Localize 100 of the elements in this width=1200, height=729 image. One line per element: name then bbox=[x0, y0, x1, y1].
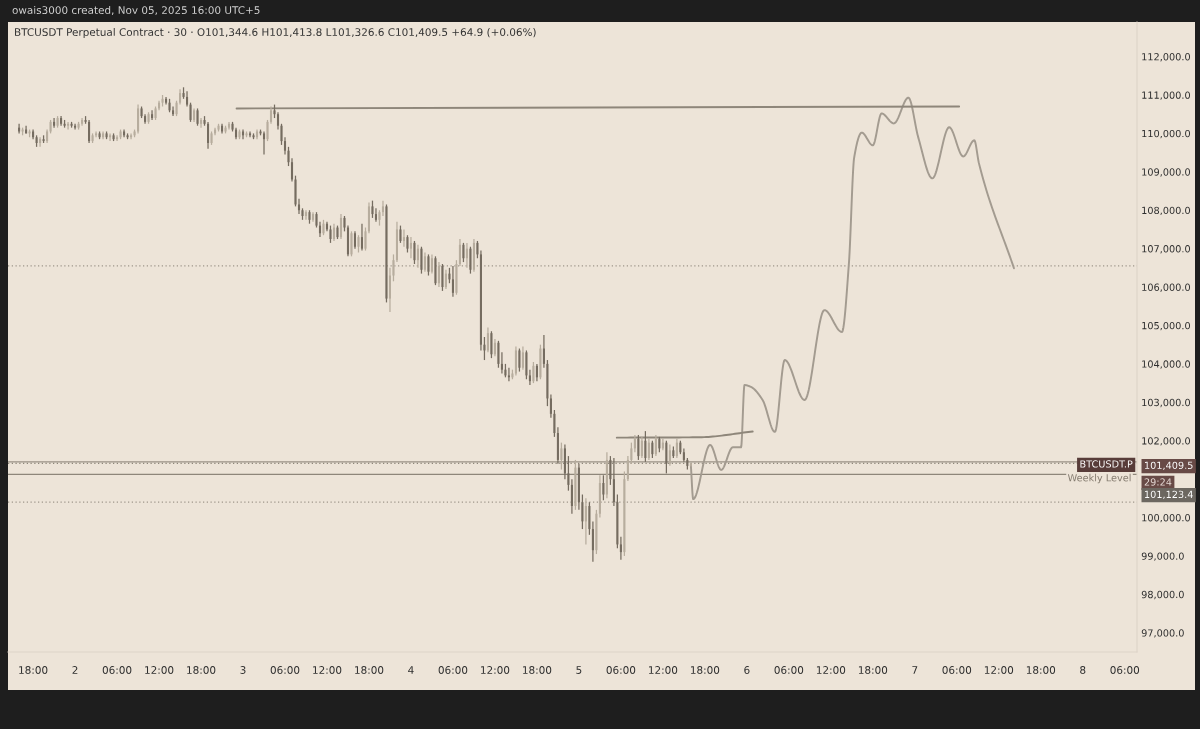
y-tick-label: 109,000.0 bbox=[1142, 168, 1190, 177]
candlestick bbox=[654, 434, 657, 457]
y-tick-label: 110,000.0 bbox=[1142, 129, 1190, 139]
candlestick bbox=[619, 536, 622, 561]
candlestick bbox=[560, 442, 563, 471]
candlestick bbox=[385, 203, 388, 304]
y-tick-label: 99,000.0 bbox=[1141, 552, 1184, 561]
candlestick bbox=[161, 94, 164, 108]
text: 101,123.4 bbox=[1145, 490, 1193, 500]
candlestick bbox=[329, 224, 332, 244]
candlestick bbox=[574, 459, 577, 511]
candlestick bbox=[518, 347, 521, 373]
candlestick bbox=[112, 132, 115, 142]
candlestick bbox=[130, 132, 133, 140]
candlestick bbox=[304, 209, 308, 221]
candlestick bbox=[95, 130, 98, 138]
x-tick-label: 12:00 bbox=[313, 666, 342, 674]
candlestick bbox=[423, 251, 427, 273]
y-tick-label: 108,000.0 bbox=[1142, 206, 1190, 216]
candlestick bbox=[49, 119, 52, 135]
text: 29:24 bbox=[1144, 478, 1172, 486]
candlestick bbox=[322, 219, 325, 236]
candlestick bbox=[28, 128, 31, 138]
candlestick bbox=[469, 246, 472, 275]
candlestick bbox=[374, 207, 378, 223]
candlestick bbox=[63, 119, 66, 129]
candlestick bbox=[525, 349, 528, 380]
candlestick bbox=[427, 253, 430, 277]
x-tick-label: 12:00 bbox=[816, 666, 846, 674]
candlestick bbox=[444, 269, 447, 290]
candlestick bbox=[507, 367, 510, 382]
x-tick-label: 3 bbox=[240, 666, 246, 674]
candlestick bbox=[413, 240, 416, 265]
candlestick bbox=[67, 121, 70, 131]
x-tick-label: 5 bbox=[576, 666, 582, 674]
candlestick bbox=[77, 121, 80, 131]
candlestick bbox=[336, 224, 339, 240]
candlestick bbox=[416, 244, 420, 269]
candlestick bbox=[451, 265, 454, 298]
x-tick-label: 12:00 bbox=[481, 666, 510, 674]
candlestick bbox=[402, 228, 406, 248]
candlestick bbox=[238, 128, 241, 140]
y-tick-label: 97,000.0 bbox=[1141, 629, 1184, 638]
candlestick bbox=[532, 361, 535, 384]
candlestick bbox=[308, 209, 311, 225]
candlestick bbox=[150, 109, 154, 121]
candlestick bbox=[381, 200, 385, 217]
candlestick bbox=[56, 115, 59, 129]
x-tick-label: 06:00 bbox=[438, 666, 468, 674]
candlestick bbox=[420, 246, 423, 275]
x-tick-label: 6 bbox=[744, 666, 750, 674]
x-tick-label: 06:00 bbox=[270, 666, 300, 674]
candlestick bbox=[42, 134, 45, 144]
candlestick bbox=[511, 369, 514, 380]
y-tick-label: 106,000.0 bbox=[1142, 283, 1190, 292]
candlestick bbox=[521, 345, 524, 371]
candlestick bbox=[109, 132, 112, 142]
candlestick bbox=[357, 234, 360, 254]
x-tick-label: 4 bbox=[408, 666, 414, 674]
candlestick bbox=[105, 130, 108, 140]
ref-line-label: 101,409.5 bbox=[1145, 461, 1193, 470]
candlestick bbox=[210, 130, 213, 146]
x-tick-label: 18:00 bbox=[523, 666, 552, 674]
candlestick bbox=[602, 474, 605, 501]
x-tick-label: 8 bbox=[1080, 666, 1086, 674]
candlestick bbox=[539, 344, 542, 380]
candlestick bbox=[675, 438, 678, 459]
candlestick bbox=[528, 369, 531, 386]
x-tick-label: 18:00 bbox=[691, 666, 720, 674]
candlestick bbox=[462, 242, 465, 263]
candlestick bbox=[465, 242, 468, 269]
candlestick bbox=[91, 132, 94, 144]
candlestick bbox=[137, 103, 140, 135]
candlestick bbox=[409, 236, 413, 259]
y-tick-label: 104,000.0 bbox=[1142, 360, 1190, 369]
candlestick bbox=[668, 443, 671, 467]
candlestick bbox=[514, 345, 517, 377]
candlestick bbox=[39, 136, 42, 148]
candlestick bbox=[406, 234, 409, 254]
candlestick bbox=[35, 134, 38, 148]
ref-line-label: Weekly Level bbox=[1067, 473, 1131, 484]
x-tick-label: 06:00 bbox=[774, 666, 804, 674]
y-tick-label: 98,000.0 bbox=[1141, 590, 1184, 600]
candlestick bbox=[116, 134, 119, 142]
x-tick-label: 18:00 bbox=[19, 666, 48, 674]
candlestick bbox=[437, 261, 441, 288]
candlestick bbox=[644, 430, 647, 463]
x-tick-label: 7 bbox=[912, 666, 918, 674]
candlestick bbox=[339, 213, 343, 240]
candlestick bbox=[647, 438, 650, 461]
candlestick bbox=[224, 125, 227, 135]
candlestick bbox=[53, 117, 56, 129]
x-tick-label: 06:00 bbox=[1110, 666, 1140, 674]
x-tick-label: 06:00 bbox=[606, 666, 636, 674]
candlestick bbox=[199, 117, 203, 129]
x-tick-label: 06:00 bbox=[942, 666, 972, 674]
y-tick-label: 111,000.0 bbox=[1142, 91, 1190, 100]
candlestick bbox=[490, 330, 493, 359]
candlestick bbox=[147, 111, 150, 125]
candlestick bbox=[217, 123, 220, 133]
